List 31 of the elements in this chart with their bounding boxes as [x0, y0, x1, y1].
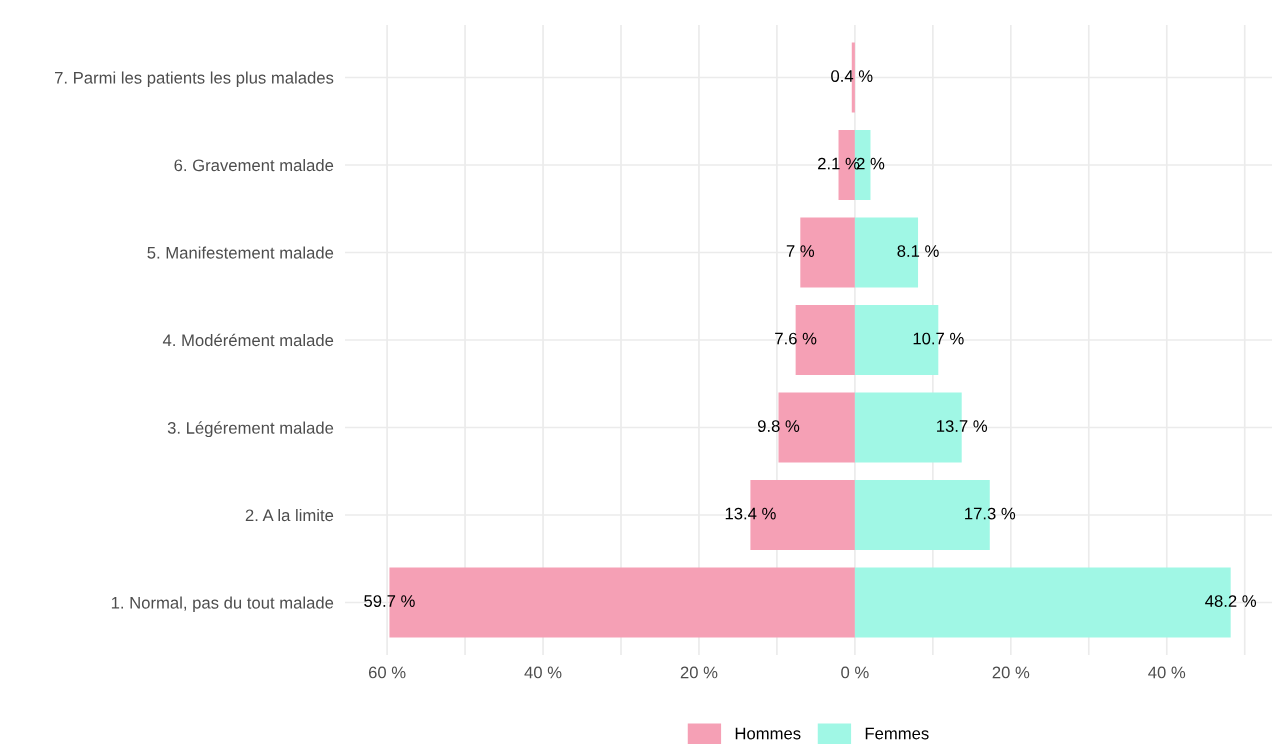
x-tick-label: 60 % [368, 666, 406, 679]
y-tick-label: 1. Normal, pas du tout malade [111, 596, 334, 612]
bar [778, 392, 855, 463]
x-tick-label: 40 % [1148, 666, 1186, 679]
y-tick-label: 3. Légérement malade [167, 421, 334, 438]
y-tick-label: 5. Manifestement malade [147, 246, 334, 259]
data-label: 13.7 % [937, 420, 988, 432]
bar [795, 305, 855, 375]
data-label: 9.8 % [757, 420, 800, 432]
data-label: 59.7 % [364, 595, 415, 607]
bar [800, 217, 855, 288]
y-tick-label: 4. Modérément malade [162, 333, 334, 347]
y-tick-label: 2. A la limite [245, 508, 334, 522]
data-label: 48.2 % [1205, 595, 1257, 607]
bar [854, 217, 919, 288]
y-tick-label: 6. Gravement malade [174, 158, 334, 172]
data-label: 7 % [786, 245, 815, 257]
x-tick-label: 20 % [992, 666, 1030, 679]
x-tick-label: 20 % [680, 666, 718, 679]
data-label: 8.1 % [897, 245, 939, 257]
x-tick-label: 0 % [841, 666, 869, 679]
legend-label: Femmes [865, 727, 929, 740]
y-tick-label: 7. Parmi les patients les plus malades [55, 71, 334, 87]
data-label: 7.6 % [775, 332, 817, 345]
data-label: 0.4 % [831, 70, 873, 82]
data-label: 13.4 % [725, 507, 776, 520]
x-tick-label: 40 % [524, 666, 562, 679]
data-label: 10.7 % [913, 332, 964, 345]
bar [851, 42, 855, 113]
legend-label: Hommes [735, 727, 801, 740]
data-label: 17.3 % [965, 507, 1016, 520]
